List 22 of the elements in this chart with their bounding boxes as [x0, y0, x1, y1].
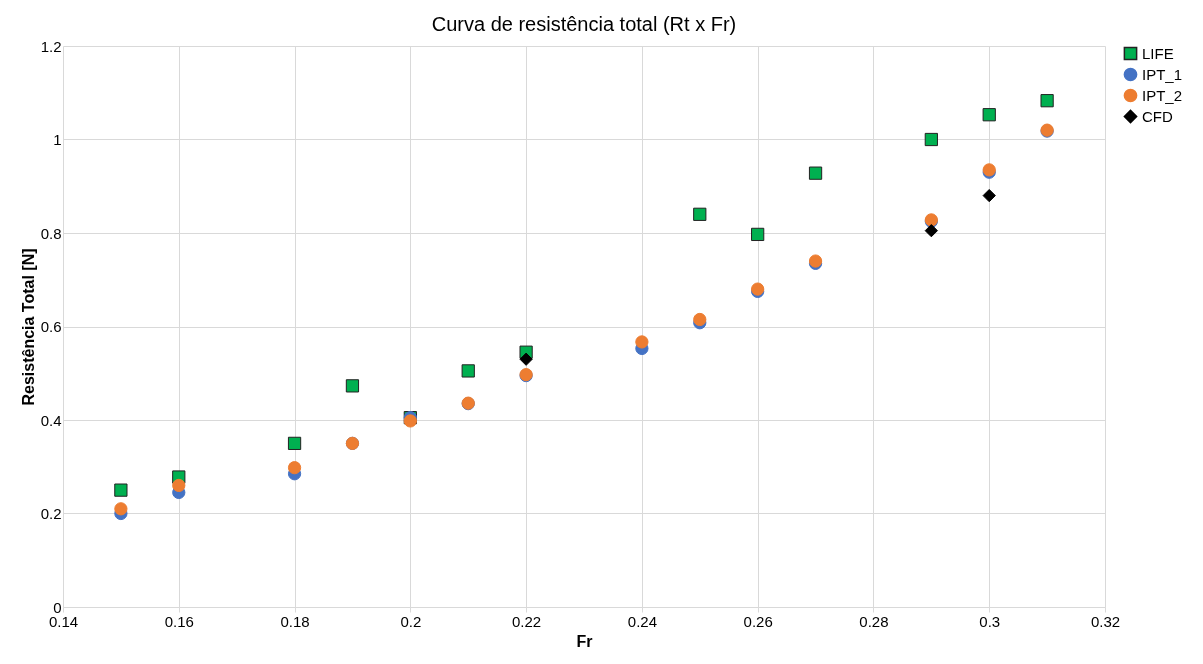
- y-tick-label: 1.2: [40, 37, 62, 55]
- x-tick-label: 0.26: [743, 612, 773, 630]
- x-tick-label: 0.2: [400, 612, 422, 630]
- x-tick-label: 0.3: [979, 612, 1001, 630]
- x-axis-title: Fr: [576, 632, 593, 650]
- x-tick-label: 0.16: [164, 612, 194, 630]
- x-tick-label: 0.32: [1090, 612, 1121, 630]
- y-tick-label: 0.8: [40, 224, 62, 242]
- legend-label: CFD: [1142, 107, 1173, 125]
- legend-label: LIFE: [1142, 44, 1174, 62]
- chart-title: Curva de resistência total (Rt x Fr): [431, 13, 737, 35]
- y-axis-title: Resistência Total [N]: [19, 248, 37, 406]
- legend-label: IPT_1: [1142, 65, 1183, 83]
- y-tick-label: 0.6: [40, 318, 62, 335]
- y-tick-label: 0.2: [40, 505, 62, 522]
- legend-label: IPT_2: [1142, 86, 1183, 104]
- x-tick-label: 0.18: [280, 612, 310, 630]
- y-tick-label: 0.4: [40, 411, 62, 429]
- x-tick-label: 0.24: [627, 612, 657, 630]
- x-tick-label: 0.28: [859, 612, 889, 630]
- y-tick-label: 1: [53, 131, 62, 148]
- x-tick-label: 0.22: [512, 612, 542, 630]
